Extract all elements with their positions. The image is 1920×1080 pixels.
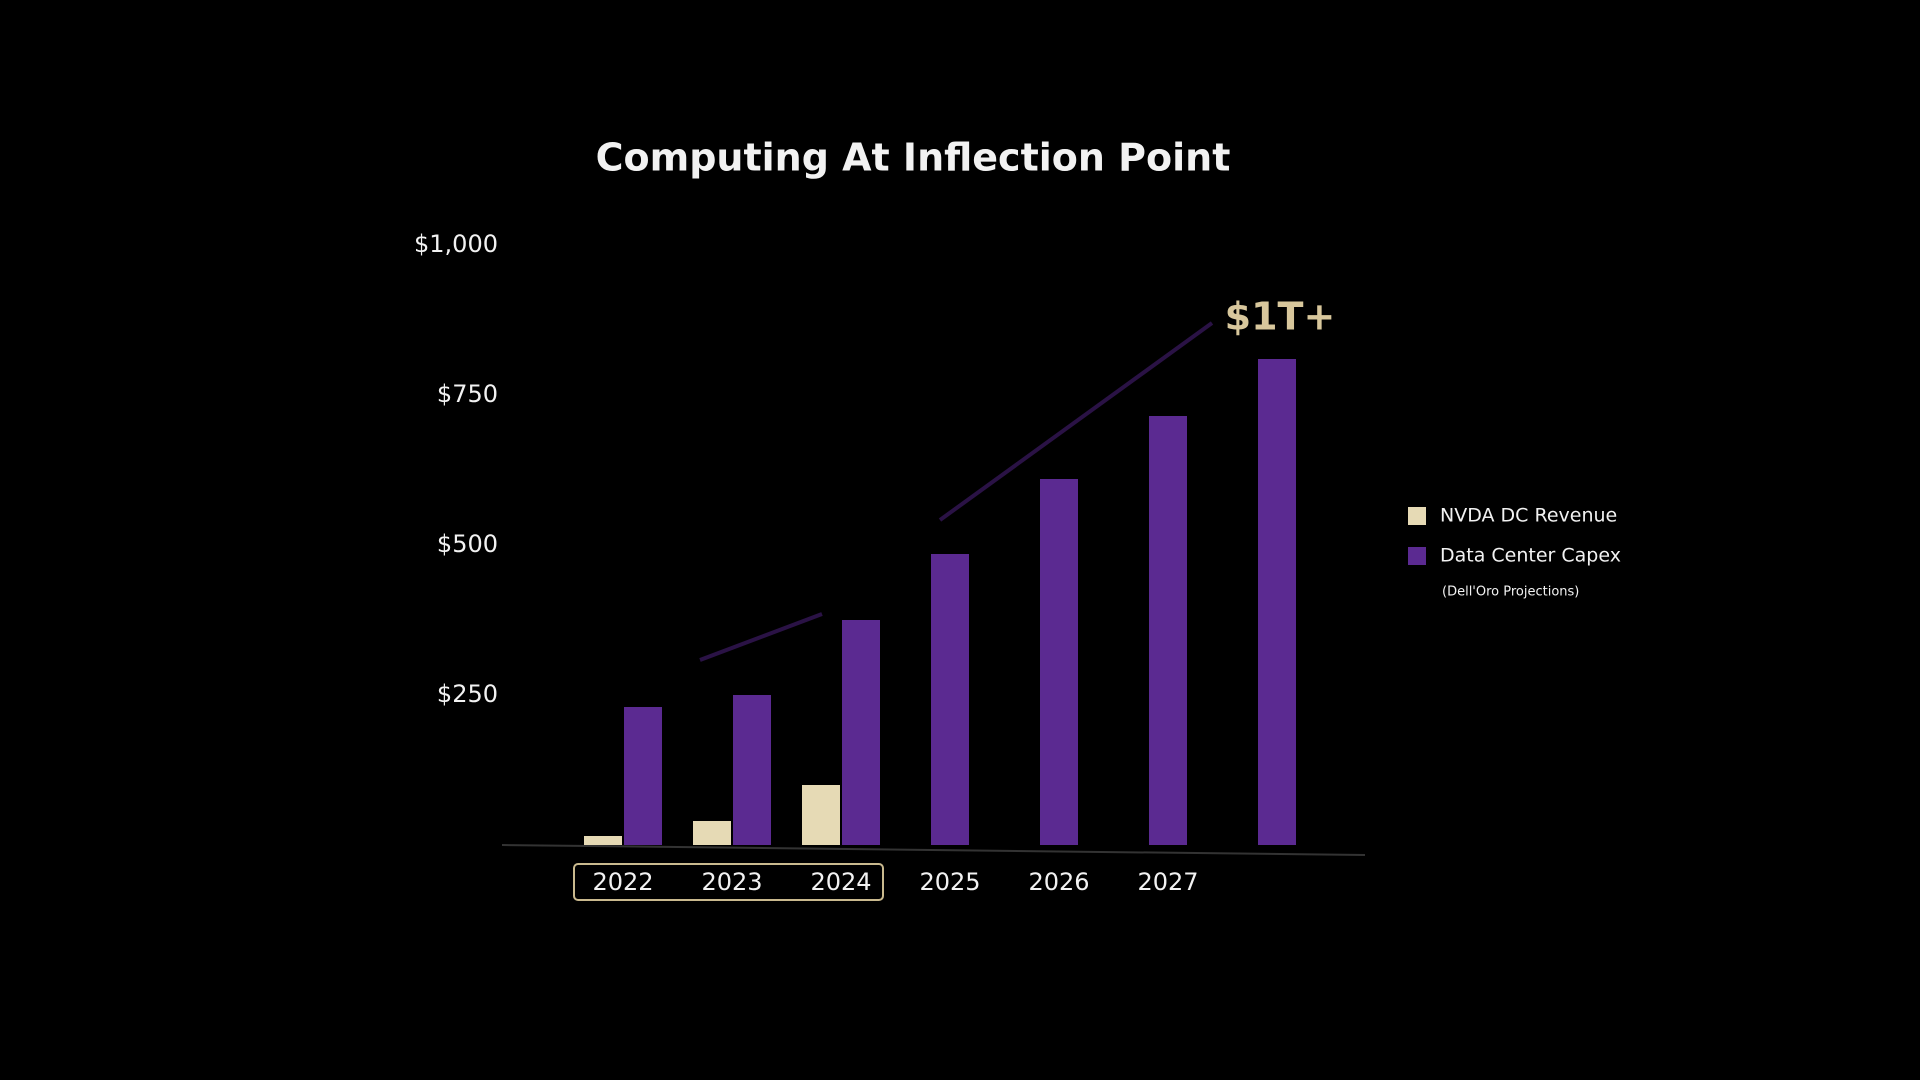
x-tick-label: 2022 [592,868,653,896]
actuals-box [573,863,884,901]
annotation: $1T+ [1225,295,1336,339]
bar [624,707,662,845]
y-tick-label: $750 [437,380,498,408]
y-tick-label: $250 [437,680,498,708]
bar [693,821,731,845]
y-tick-label: $1,000 [414,230,498,258]
legend-label: Data Center Capex [1440,545,1621,567]
y-tick-label: $500 [437,530,498,558]
x-tick-label: 2026 [1028,868,1089,896]
legend-swatch [1408,547,1426,565]
trend-arrow [699,612,823,662]
bar [802,785,840,845]
bar [842,620,880,845]
legend-label: NVDA DC Revenue [1440,505,1617,527]
chart-title: Computing At Inflection Point [596,136,1231,180]
legend-swatch [1408,507,1426,525]
bar [733,695,771,845]
bar [584,836,622,845]
bar [1040,479,1078,845]
legend-note: (Dell'Oro Projections) [1442,585,1579,600]
baseline [501,844,1366,856]
x-tick-label: 2024 [810,868,871,896]
bar [1149,416,1187,845]
bar [1258,359,1296,845]
x-tick-label: 2025 [919,868,980,896]
x-tick-label: 2023 [701,868,762,896]
trend-arrow [938,321,1214,522]
x-tick-label: 2027 [1137,868,1198,896]
bar [931,554,969,845]
